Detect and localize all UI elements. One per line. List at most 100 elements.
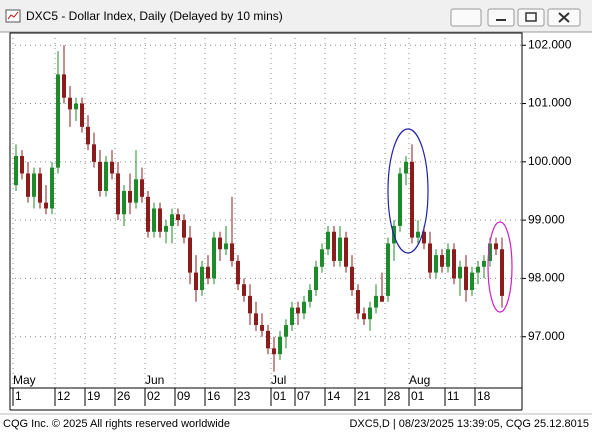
x-tick-label: 02 <box>147 389 161 403</box>
candle-body <box>416 231 420 238</box>
x-tick-label: 23 <box>237 389 251 403</box>
candle-body <box>404 161 408 174</box>
candle-body <box>476 266 480 273</box>
candle-body <box>194 272 198 291</box>
candle-body <box>368 307 372 320</box>
candle-body <box>464 266 468 291</box>
x-tick-label: 11 <box>447 389 460 403</box>
candle-body <box>158 208 162 232</box>
candle-body <box>344 237 348 267</box>
month-label: Aug <box>409 373 430 387</box>
link-button[interactable] <box>450 8 482 27</box>
window-icon-line <box>7 11 19 20</box>
candle-body <box>104 161 108 191</box>
candle-body <box>356 290 360 314</box>
candle-body <box>140 179 144 197</box>
maximize-icon <box>525 12 537 22</box>
x-tick-label: 21 <box>357 389 371 403</box>
candle-body <box>44 202 48 209</box>
candle-body <box>302 301 306 314</box>
candle-body <box>482 260 486 267</box>
candle-body <box>146 196 150 232</box>
candle-body <box>134 179 138 203</box>
candle-body <box>434 255 438 273</box>
x-tick-label: 12 <box>57 389 71 403</box>
close-icon <box>558 12 570 23</box>
candle-body <box>206 266 210 279</box>
candle-body <box>122 190 126 215</box>
minimize-button[interactable] <box>487 8 515 27</box>
candle-body <box>458 266 462 279</box>
x-tick-label: 1 <box>15 389 22 403</box>
candle-body <box>266 330 270 349</box>
candle-body <box>74 103 78 110</box>
candle-body <box>182 220 186 238</box>
candle-body <box>470 272 474 291</box>
candle-body <box>350 266 354 291</box>
candle-body <box>284 325 288 337</box>
candle-body <box>224 243 228 250</box>
candle-body <box>296 307 300 314</box>
y-tick-label: 102.000 <box>528 37 572 51</box>
candle-body <box>236 260 240 285</box>
x-tick-label: 09 <box>177 389 191 403</box>
candle-body <box>164 225 168 232</box>
candle-body <box>338 237 342 261</box>
candle-body <box>488 243 492 261</box>
candle-body <box>260 325 264 331</box>
candle-body <box>26 173 30 197</box>
candle-body <box>446 249 450 267</box>
candle-body <box>128 190 132 203</box>
footer-left: CQG Inc. © 2025 All rights reserved worl… <box>3 418 230 430</box>
maximize-button[interactable] <box>517 8 545 27</box>
candle-body <box>452 249 456 279</box>
candle-body <box>332 231 336 261</box>
y-tick-label: 97.000 <box>528 329 565 343</box>
candle-body <box>380 295 384 302</box>
candle-body <box>218 237 222 250</box>
candle-body <box>20 155 24 174</box>
candle-body <box>152 208 156 232</box>
plot-area <box>9 32 523 389</box>
x-tick-label: 26 <box>117 389 131 403</box>
highlight-ellipse <box>387 128 429 254</box>
chart-title: DXC5 - Dollar Index, Daily (Delayed by 1… <box>26 9 283 23</box>
candle-body <box>230 243 234 261</box>
candle-body <box>326 231 330 250</box>
candle-body <box>398 173 402 226</box>
candle-body <box>98 161 102 191</box>
y-tick-label: 100.000 <box>528 154 572 168</box>
candle-body <box>494 243 498 250</box>
candle-body <box>176 214 180 221</box>
candle-body <box>86 126 90 145</box>
x-tick-label: 07 <box>297 389 311 403</box>
candle-body <box>170 214 174 226</box>
candle-body <box>272 348 276 355</box>
candle-body <box>500 249 504 296</box>
candle-body <box>62 74 66 98</box>
x-tick-label: 01 <box>273 389 287 403</box>
x-tick-label: 16 <box>207 389 221 403</box>
candle-body <box>308 290 312 302</box>
y-tick-label: 99.000 <box>528 212 565 226</box>
x-tick-label: 19 <box>87 389 101 403</box>
candle-body <box>68 97 72 110</box>
y-tick-label: 98.000 <box>528 271 565 285</box>
candle-body <box>188 237 192 273</box>
x-tick-label: 01 <box>411 389 425 403</box>
x-tick-label: 28 <box>387 389 401 403</box>
candle-body <box>248 295 252 314</box>
candle-body <box>50 167 54 209</box>
candle-body <box>110 161 114 174</box>
candle-body <box>290 307 294 326</box>
footer-right: DXC5,D | 08/23/2025 13:39:05, CQG 25.12.… <box>349 418 589 430</box>
candle-body <box>14 155 18 186</box>
candle-body <box>278 336 282 355</box>
candle-body <box>56 74 60 168</box>
candle-body <box>374 295 378 308</box>
month-label: May <box>13 373 36 387</box>
month-label: Jun <box>145 373 164 387</box>
month-label: Jul <box>271 373 286 387</box>
candle-body <box>320 249 324 267</box>
